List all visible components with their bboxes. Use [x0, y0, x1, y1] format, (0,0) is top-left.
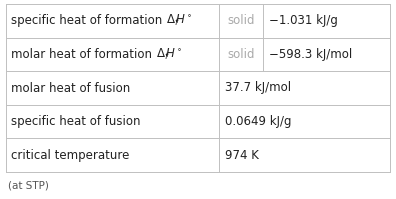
Text: $\Delta_{f}\!H^\circ$: $\Delta_{f}\!H^\circ$	[156, 47, 182, 62]
Text: solid: solid	[227, 14, 255, 27]
Text: specific heat of fusion: specific heat of fusion	[11, 115, 141, 128]
Text: −598.3 kJ/mol: −598.3 kJ/mol	[269, 48, 352, 61]
Text: −1.031 kJ/g: −1.031 kJ/g	[269, 14, 338, 27]
Text: molar heat of fusion: molar heat of fusion	[11, 82, 130, 95]
Text: 974 K: 974 K	[225, 149, 259, 162]
Text: 0.0649 kJ/g: 0.0649 kJ/g	[225, 115, 291, 128]
Text: molar heat of formation: molar heat of formation	[11, 48, 156, 61]
Text: (at STP): (at STP)	[8, 180, 49, 190]
Text: critical temperature: critical temperature	[11, 149, 129, 162]
Text: solid: solid	[227, 48, 255, 61]
Text: specific heat of formation: specific heat of formation	[11, 14, 166, 27]
Text: $\Delta_{f}\!H^\circ$: $\Delta_{f}\!H^\circ$	[166, 13, 192, 28]
Text: 37.7 kJ/mol: 37.7 kJ/mol	[225, 82, 291, 95]
